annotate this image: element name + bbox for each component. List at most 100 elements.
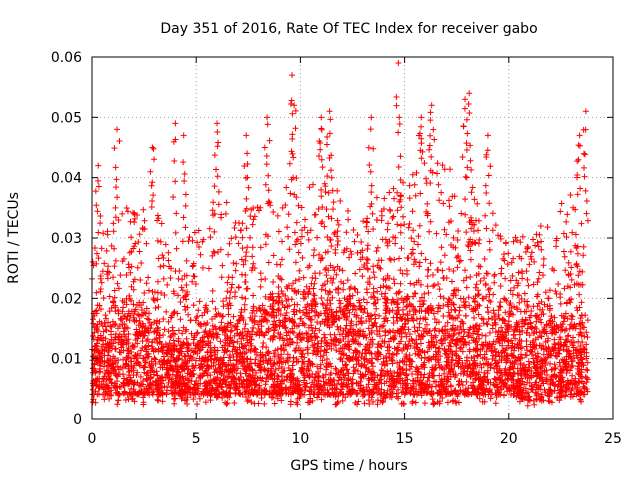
data-point <box>185 352 192 359</box>
data-point <box>490 310 497 317</box>
data-point <box>166 339 173 346</box>
data-point <box>403 303 410 310</box>
data-point <box>224 279 231 286</box>
data-point <box>182 353 189 360</box>
data-point <box>523 308 530 315</box>
data-point <box>319 318 326 325</box>
data-point <box>210 199 217 206</box>
data-point <box>266 391 273 398</box>
data-point <box>228 284 235 291</box>
data-point <box>128 348 135 355</box>
data-point <box>332 342 339 349</box>
data-point <box>230 339 237 346</box>
data-point <box>240 261 247 268</box>
data-point <box>390 213 397 220</box>
data-point <box>251 313 258 320</box>
data-point <box>469 184 476 191</box>
data-point <box>318 286 325 293</box>
data-point <box>573 352 580 359</box>
data-point <box>239 363 246 370</box>
data-point <box>309 305 316 312</box>
data-point <box>239 344 246 351</box>
data-point <box>395 386 402 393</box>
data-point <box>133 211 140 218</box>
data-point <box>239 294 246 301</box>
data-point <box>422 256 429 263</box>
data-point <box>337 345 344 352</box>
data-point <box>245 381 252 388</box>
data-point <box>247 347 254 354</box>
data-point <box>389 296 396 303</box>
data-point <box>346 346 353 353</box>
data-point <box>544 224 551 231</box>
data-point <box>482 212 489 219</box>
data-point <box>233 356 240 363</box>
data-point <box>306 303 313 310</box>
data-point <box>268 372 275 379</box>
data-point <box>179 276 186 283</box>
data-point <box>536 231 543 238</box>
data-point <box>504 324 511 331</box>
data-point <box>147 375 154 382</box>
data-point <box>248 360 255 367</box>
data-point <box>386 238 393 245</box>
data-point <box>234 338 241 345</box>
data-point <box>373 382 380 389</box>
data-point <box>116 383 123 390</box>
data-point <box>208 356 215 363</box>
data-point <box>414 351 421 358</box>
data-point <box>572 375 579 382</box>
data-point <box>310 343 317 350</box>
data-point <box>418 250 425 257</box>
data-point <box>308 337 315 344</box>
data-point <box>108 305 115 312</box>
data-point <box>211 344 218 351</box>
data-point <box>325 213 332 220</box>
data-point <box>457 388 464 395</box>
data-point <box>367 313 374 320</box>
data-point <box>289 339 296 346</box>
data-point <box>281 304 288 311</box>
data-point <box>440 386 447 393</box>
data-point <box>536 329 543 336</box>
data-point <box>422 354 429 361</box>
data-point <box>333 271 340 278</box>
data-point <box>445 295 452 302</box>
data-point <box>460 277 467 284</box>
data-point <box>434 308 441 315</box>
data-point <box>342 333 349 340</box>
data-point <box>274 212 281 219</box>
data-point <box>537 223 544 230</box>
data-point <box>353 389 360 396</box>
data-point <box>175 390 182 397</box>
data-point <box>314 394 321 401</box>
data-point <box>397 229 404 236</box>
data-point <box>257 244 264 251</box>
data-point <box>386 275 393 282</box>
data-point <box>255 304 262 311</box>
data-point <box>413 169 420 176</box>
data-point <box>501 332 508 339</box>
data-point <box>194 329 201 336</box>
data-point <box>430 390 437 397</box>
data-point <box>197 251 204 258</box>
data-point <box>284 224 291 231</box>
data-point <box>537 375 544 382</box>
data-point <box>448 390 455 396</box>
data-point <box>471 221 478 228</box>
data-point <box>537 365 544 372</box>
data-point <box>552 288 559 295</box>
data-point <box>241 345 248 352</box>
data-point <box>250 216 257 223</box>
data-point <box>126 389 133 396</box>
data-point <box>475 311 482 318</box>
data-point <box>338 351 345 358</box>
data-point <box>463 284 470 291</box>
data-point <box>424 348 431 355</box>
data-point <box>439 394 446 401</box>
data-point <box>387 328 394 335</box>
data-point <box>93 260 100 267</box>
data-point <box>443 383 450 390</box>
data-point <box>261 400 268 407</box>
data-point <box>580 252 587 259</box>
